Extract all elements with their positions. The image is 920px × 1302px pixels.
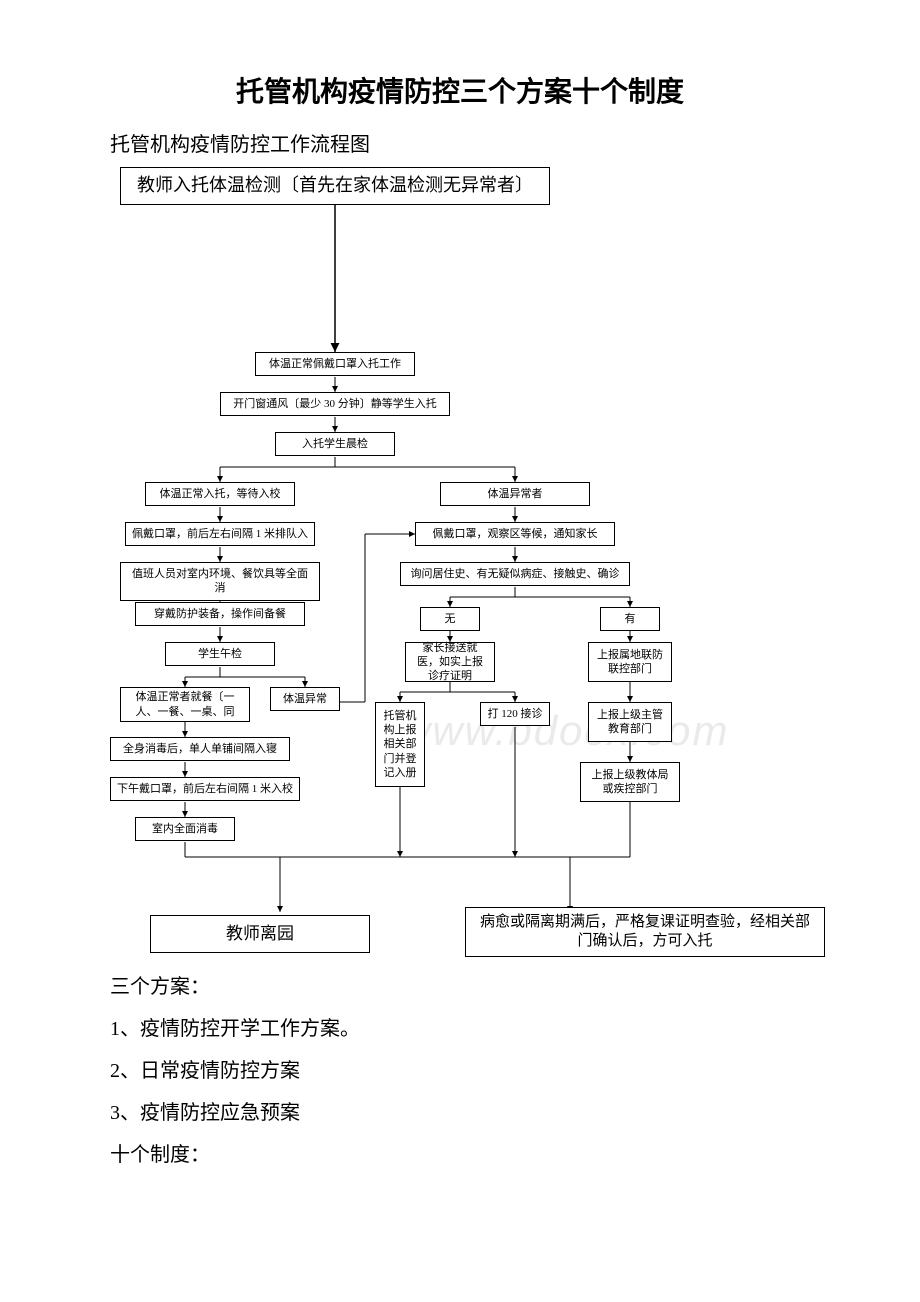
node-n1: 体温正常佩戴口罩入托工作 <box>255 352 415 376</box>
node-n17: 体温异常 <box>270 687 340 711</box>
node-n22: 下午戴口罩，前后左右间隔 1 米入校 <box>110 777 300 801</box>
node-n24: 室内全面消毒 <box>135 817 235 841</box>
node-n16: 体温正常者就餐〔一人、一餐、一桌、同 <box>120 687 250 722</box>
node-end-left: 教师离园 <box>150 915 370 953</box>
node-n4: 体温正常入托，等待入校 <box>145 482 295 506</box>
node-n8: 值班人员对室内环境、餐饮具等全面消 <box>120 562 320 601</box>
node-n21: 全身消毒后，单人单铺间隔入寝 <box>110 737 290 761</box>
node-n10: 穿戴防护装备，操作间备餐 <box>135 602 305 626</box>
list-item-2: 2、日常疫情防控方案 <box>110 1051 810 1091</box>
document-body: 三个方案： 1、疫情防控开学工作方案。 2、日常疫情防控方案 3、疫情防控应急预… <box>110 967 810 1175</box>
node-n6: 佩戴口罩，前后左右间隔 1 米排队入 <box>125 522 315 546</box>
node-start: 教师入托体温检测〔首先在家体温检测无异常者〕 <box>120 167 550 205</box>
node-n20: 上报上级主管教育部门 <box>588 702 672 742</box>
node-n11: 无 <box>420 607 480 631</box>
node-n23: 上报上级教体局或疾控部门 <box>580 762 680 802</box>
flowchart-subtitle: 托管机构疫情防控工作流程图 <box>110 128 810 157</box>
node-n7: 佩戴口罩，观察区等候，通知家长 <box>415 522 615 546</box>
page-title: 托管机构疫情防控三个方案十个制度 <box>110 70 810 110</box>
node-n13: 学生午检 <box>165 642 275 666</box>
node-n3: 入托学生晨检 <box>275 432 395 456</box>
section-heading-2: 十个制度： <box>110 1135 810 1175</box>
list-item-1: 1、疫情防控开学工作方案。 <box>110 1009 810 1049</box>
watermark: www.bdocx.com <box>400 707 729 755</box>
node-n2: 开门窗通风〔最少 30 分钟〕静等学生入托 <box>220 392 450 416</box>
node-n19: 打 120 接诊 <box>480 702 550 726</box>
node-n5: 体温异常者 <box>440 482 590 506</box>
section-heading-1: 三个方案： <box>110 967 810 1007</box>
node-n14: 家长接送就医，如实上报诊疗证明 <box>405 642 495 682</box>
node-n12: 有 <box>600 607 660 631</box>
node-end-right: 病愈或隔离期满后，严格复课证明查验，经相关部门确认后，方可入托 <box>465 907 825 957</box>
list-item-3: 3、疫情防控应急预案 <box>110 1093 810 1133</box>
node-n9: 询问居住史、有无疑似病症、接触史、确诊 <box>400 562 630 586</box>
node-n18: 托管机构上报相关部门并登记入册 <box>375 702 425 787</box>
node-n15: 上报属地联防联控部门 <box>588 642 672 682</box>
flowchart-container: www.bdocx.com <box>110 167 810 957</box>
